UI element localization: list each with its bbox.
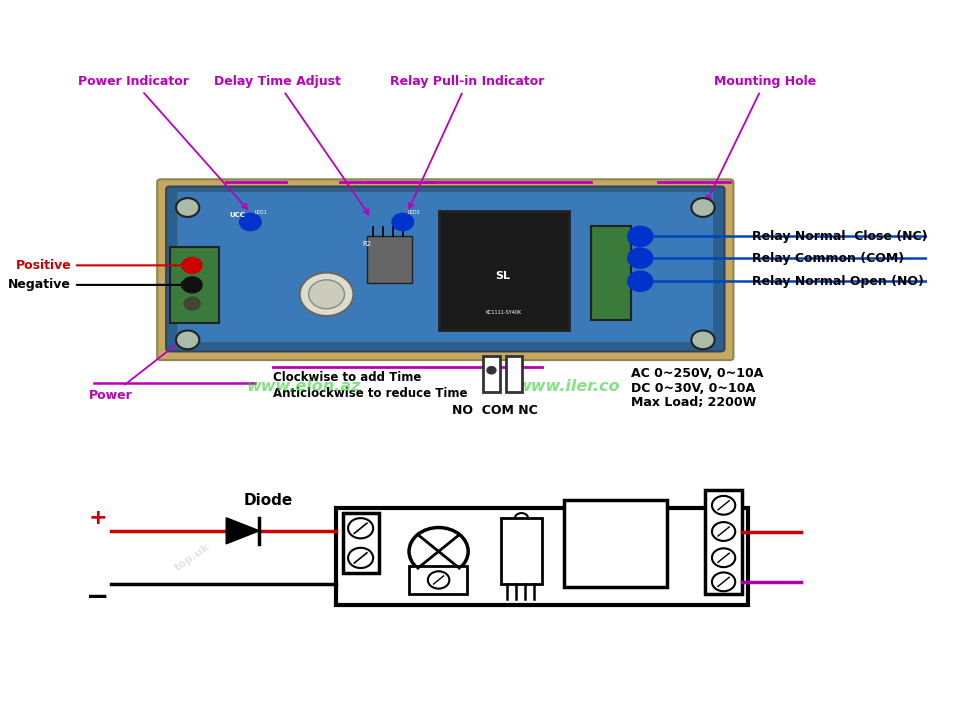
Bar xyxy=(505,356,522,392)
Bar xyxy=(367,237,411,283)
Text: Diode: Diode xyxy=(244,493,292,508)
Text: Clockwise to add Time: Clockwise to add Time xyxy=(272,371,421,384)
Text: Delay Time Adjust: Delay Time Adjust xyxy=(214,76,368,214)
Circle shape xyxy=(628,271,653,291)
Text: Anticlockwise to reduce Time: Anticlockwise to reduce Time xyxy=(272,387,467,400)
Text: DC 0~30V, 0~10A: DC 0~30V, 0~10A xyxy=(631,382,756,395)
Bar xyxy=(591,226,631,319)
Text: Relay Normal Open (NO): Relay Normal Open (NO) xyxy=(752,274,924,287)
Text: top.uk: top.uk xyxy=(173,542,212,573)
Bar xyxy=(342,513,379,573)
Circle shape xyxy=(691,198,714,217)
Bar xyxy=(336,507,748,605)
Text: Relay Common (COM): Relay Common (COM) xyxy=(752,252,904,265)
Bar xyxy=(483,356,500,392)
Circle shape xyxy=(428,571,450,589)
Circle shape xyxy=(712,522,736,541)
Circle shape xyxy=(409,528,468,575)
Text: www.iler.co: www.iler.co xyxy=(517,379,620,393)
Circle shape xyxy=(712,548,736,567)
Bar xyxy=(438,211,569,330)
Text: Relay Normal  Close (NC): Relay Normal Close (NC) xyxy=(752,230,927,243)
FancyBboxPatch shape xyxy=(166,187,724,351)
Bar xyxy=(409,566,467,595)
Text: R2: R2 xyxy=(363,240,371,247)
Circle shape xyxy=(182,258,202,273)
Text: Positive: Positive xyxy=(15,259,187,272)
Text: Max Load; 2200W: Max Load; 2200W xyxy=(631,396,757,409)
Text: +: + xyxy=(89,507,107,528)
Circle shape xyxy=(712,572,736,591)
Circle shape xyxy=(628,227,653,247)
Circle shape xyxy=(176,330,199,349)
Text: Relay Pull-in Indicator: Relay Pull-in Indicator xyxy=(390,76,545,208)
Circle shape xyxy=(712,496,736,515)
Text: top.uk: top.uk xyxy=(569,550,604,579)
Text: Mounting Hole: Mounting Hole xyxy=(707,76,816,201)
Polygon shape xyxy=(226,518,259,544)
Circle shape xyxy=(487,367,496,374)
Text: SL: SL xyxy=(496,272,510,281)
Bar xyxy=(564,500,667,587)
Circle shape xyxy=(628,248,653,269)
Bar xyxy=(705,489,742,595)
Text: AC 0~250V, 0~10A: AC 0~250V, 0~10A xyxy=(631,367,763,380)
Circle shape xyxy=(184,297,200,310)
Text: UCC: UCC xyxy=(229,212,245,218)
Text: top.uk: top.uk xyxy=(426,550,460,579)
Text: Power Indicator: Power Indicator xyxy=(79,76,247,209)
Text: www.elon.az: www.elon.az xyxy=(247,379,362,393)
FancyBboxPatch shape xyxy=(157,179,734,360)
Bar xyxy=(502,518,542,584)
Circle shape xyxy=(176,198,199,217)
FancyBboxPatch shape xyxy=(176,192,713,343)
Circle shape xyxy=(309,280,344,309)
Circle shape xyxy=(182,277,202,293)
Text: Negative: Negative xyxy=(9,278,187,291)
Circle shape xyxy=(691,330,714,349)
Text: KC1111-SY40K: KC1111-SY40K xyxy=(485,310,522,315)
Circle shape xyxy=(392,213,413,231)
Text: −: − xyxy=(86,582,109,611)
Text: NO  COM NC: NO COM NC xyxy=(453,404,538,417)
Circle shape xyxy=(299,272,354,316)
Text: Power: Power xyxy=(89,338,184,402)
Circle shape xyxy=(348,518,373,539)
Circle shape xyxy=(348,548,373,568)
Bar xyxy=(170,248,219,323)
Text: LED2: LED2 xyxy=(408,210,420,215)
Circle shape xyxy=(240,213,261,231)
Text: LED1: LED1 xyxy=(255,210,268,215)
